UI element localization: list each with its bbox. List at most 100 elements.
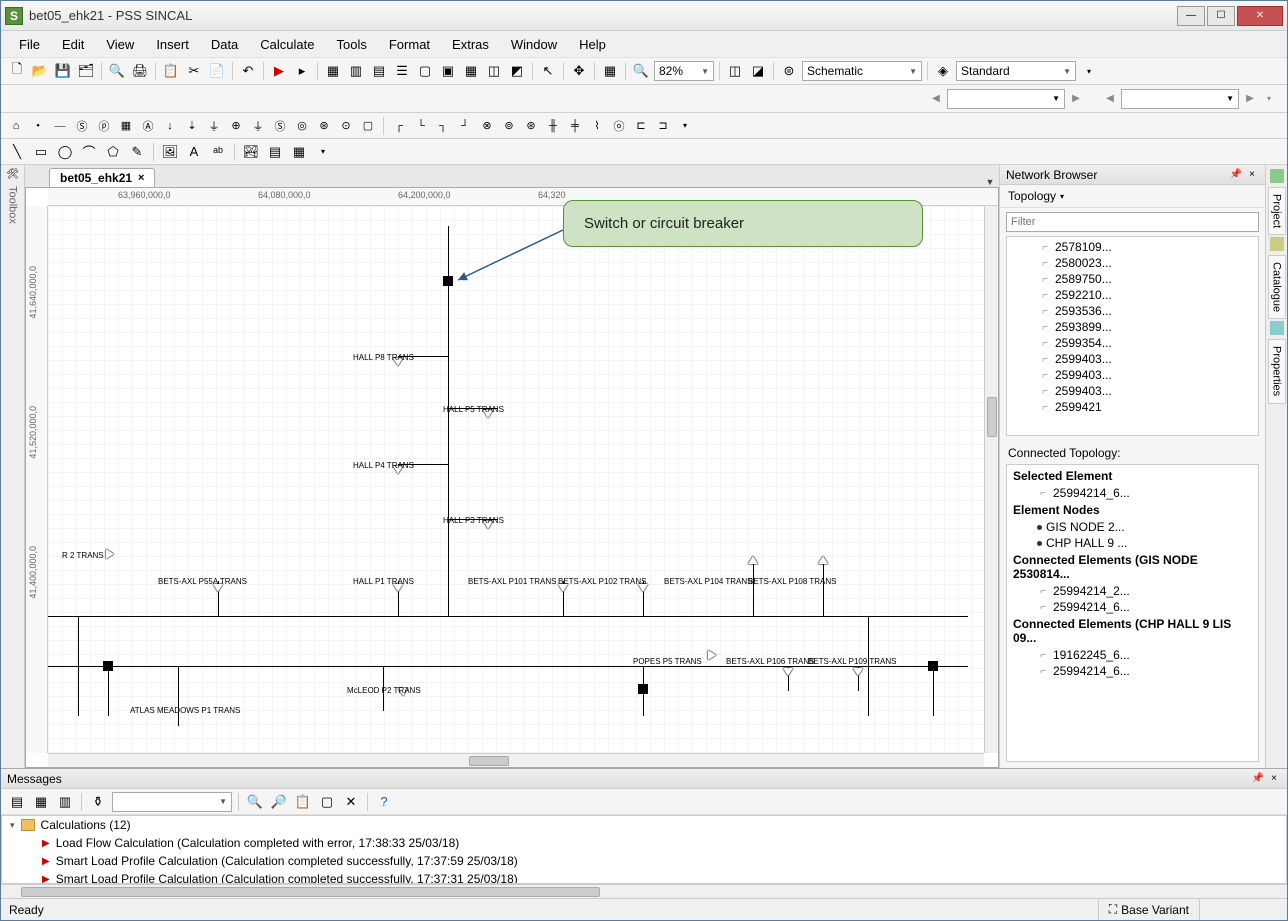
- draw-ellipse-icon[interactable]: ◯: [55, 142, 75, 162]
- end2-icon[interactable]: ⊐: [654, 117, 672, 135]
- std-icon[interactable]: ◈: [933, 61, 953, 81]
- tree-item[interactable]: ⌐2593899...: [1009, 319, 1256, 335]
- save-icon[interactable]: 💾: [53, 61, 73, 81]
- menu-edit[interactable]: Edit: [52, 33, 94, 56]
- topology-section[interactable]: Topology▾: [1000, 185, 1265, 208]
- nav-next-icon[interactable]: ▶: [1068, 91, 1084, 107]
- source-icon[interactable]: Ⓢ: [73, 117, 91, 135]
- copy-icon[interactable]: 📋: [161, 61, 181, 81]
- layer2-icon[interactable]: ◪: [748, 61, 768, 81]
- detail-item[interactable]: GIS NODE 2...: [1009, 519, 1256, 535]
- p-icon[interactable]: ⊙: [337, 117, 355, 135]
- lbl-icon[interactable]: ᵃᵇ: [208, 142, 228, 162]
- detail-item[interactable]: ⌐25994214_6...: [1009, 663, 1256, 679]
- ct-icon[interactable]: ◎: [293, 117, 311, 135]
- menu-insert[interactable]: Insert: [146, 33, 199, 56]
- coil-icon[interactable]: ⌇: [588, 117, 606, 135]
- nav-next2-icon[interactable]: ▶: [1242, 91, 1258, 107]
- pin-icon[interactable]: 📌: [1229, 168, 1243, 182]
- maximize-button[interactable]: ☐: [1207, 6, 1235, 26]
- switch-node[interactable]: [638, 684, 648, 694]
- menu-help[interactable]: Help: [569, 33, 616, 56]
- switch-node[interactable]: [103, 661, 113, 671]
- pic-icon[interactable]: 🏞: [241, 142, 261, 162]
- line-icon[interactable]: —: [51, 117, 69, 135]
- tree-item[interactable]: ⌐2578109...: [1009, 239, 1256, 255]
- end1-icon[interactable]: ⊏: [632, 117, 650, 135]
- panel-close-icon[interactable]: ×: [1267, 772, 1281, 786]
- draw-rect-icon[interactable]: ▭: [31, 142, 51, 162]
- sw2-icon[interactable]: └: [412, 117, 430, 135]
- sw1-icon[interactable]: ┌: [390, 117, 408, 135]
- menu-calculate[interactable]: Calculate: [250, 33, 324, 56]
- findnext-icon[interactable]: 🔎: [269, 792, 289, 812]
- tree-item[interactable]: ⌐2599354...: [1009, 335, 1256, 351]
- msg-btn2-icon[interactable]: ▦: [31, 792, 51, 812]
- db4-icon[interactable]: ◫: [484, 61, 504, 81]
- gnd-icon[interactable]: ⏚: [249, 117, 267, 135]
- menu-view[interactable]: View: [96, 33, 144, 56]
- zoom-icon[interactable]: 🔍: [631, 61, 651, 81]
- pointer-icon[interactable]: ↖: [538, 61, 558, 81]
- print-icon[interactable]: 🖨: [130, 61, 150, 81]
- grp-icon[interactable]: ▦: [289, 142, 309, 162]
- tree-item[interactable]: ⌐2599403...: [1009, 367, 1256, 383]
- sch-icon[interactable]: ⊜: [779, 61, 799, 81]
- draw-poly-icon[interactable]: ⬠: [103, 142, 123, 162]
- messages-scrollbar[interactable]: [1, 884, 1287, 898]
- delete-icon[interactable]: ✕: [341, 792, 361, 812]
- tie-icon[interactable]: ⊗: [478, 117, 496, 135]
- find-icon[interactable]: 🔍: [245, 792, 265, 812]
- layer1-icon[interactable]: ◫: [725, 61, 745, 81]
- message-row[interactable]: ▶ Smart Load Profile Calculation (Calcul…: [2, 870, 1286, 884]
- motor-icon[interactable]: ▦: [117, 117, 135, 135]
- cap-icon[interactable]: ⏚: [205, 117, 223, 135]
- pin-icon[interactable]: 📌: [1251, 772, 1265, 786]
- tree-item[interactable]: ⌐2580023...: [1009, 255, 1256, 271]
- tbl-icon[interactable]: ▤: [265, 142, 285, 162]
- menu-tools[interactable]: Tools: [327, 33, 377, 56]
- tree-item[interactable]: ⌐2599421: [1009, 399, 1256, 415]
- saveall-icon[interactable]: 🗂: [76, 61, 96, 81]
- tab-properties[interactable]: Properties: [1268, 339, 1286, 403]
- xfm-icon[interactable]: ⊚: [500, 117, 518, 135]
- detail-item[interactable]: ⌐25994214_6...: [1009, 485, 1256, 501]
- filter-icon[interactable]: ⚱: [88, 792, 108, 812]
- box-icon[interactable]: ▢: [359, 117, 377, 135]
- document-tab[interactable]: bet05_ehk21 ×: [49, 168, 155, 187]
- stop-icon[interactable]: ▸: [292, 61, 312, 81]
- tab-close-icon[interactable]: ×: [138, 172, 144, 184]
- chart-icon[interactable]: ▥: [346, 61, 366, 81]
- msg-btn1-icon[interactable]: ▤: [7, 792, 27, 812]
- connected-details[interactable]: Selected Element ⌐25994214_6... Element …: [1006, 464, 1259, 762]
- bar2-icon[interactable]: ╪: [566, 117, 584, 135]
- message-row[interactable]: ▶ Smart Load Profile Calculation (Calcul…: [2, 852, 1286, 870]
- cut-icon[interactable]: ✂: [184, 61, 204, 81]
- standard-combo[interactable]: Standard▼: [956, 61, 1076, 81]
- topology-tree[interactable]: ⌐2578109... ⌐2580023... ⌐2589750... ⌐259…: [1006, 236, 1259, 436]
- switch-node[interactable]: [928, 661, 938, 671]
- coil2-icon[interactable]: ⓞ: [610, 117, 628, 135]
- sw4-icon[interactable]: ┘: [456, 117, 474, 135]
- grid-icon[interactable]: ▦: [323, 61, 343, 81]
- detail-item[interactable]: ⌐25994214_6...: [1009, 599, 1256, 615]
- db5-icon[interactable]: ◩: [507, 61, 527, 81]
- tree-item[interactable]: ⌐2589750...: [1009, 271, 1256, 287]
- msg-btn3-icon[interactable]: ▥: [55, 792, 75, 812]
- draw-arc-icon[interactable]: ⌒: [79, 142, 99, 162]
- panel-close-icon[interactable]: ×: [1245, 168, 1259, 182]
- sc-icon[interactable]: Ⓢ: [271, 117, 289, 135]
- filter-combo[interactable]: ▼: [112, 792, 232, 812]
- vt-icon[interactable]: ⊛: [315, 117, 333, 135]
- tab-catalogue[interactable]: Catalogue: [1268, 255, 1286, 319]
- close-button[interactable]: ✕: [1237, 6, 1283, 26]
- tree-item[interactable]: ⌐2593536...: [1009, 303, 1256, 319]
- menu-window[interactable]: Window: [501, 33, 567, 56]
- sw3-icon[interactable]: ┐: [434, 117, 452, 135]
- img1-icon[interactable]: 🖼: [160, 142, 180, 162]
- bus-icon[interactable]: •: [29, 117, 47, 135]
- home-icon[interactable]: ⌂: [7, 117, 25, 135]
- nav-dd-icon[interactable]: ▾: [1261, 91, 1277, 107]
- message-row[interactable]: ▶ Load Flow Calculation (Calculation com…: [2, 834, 1286, 852]
- toolbox-icon[interactable]: 🛠: [6, 169, 19, 180]
